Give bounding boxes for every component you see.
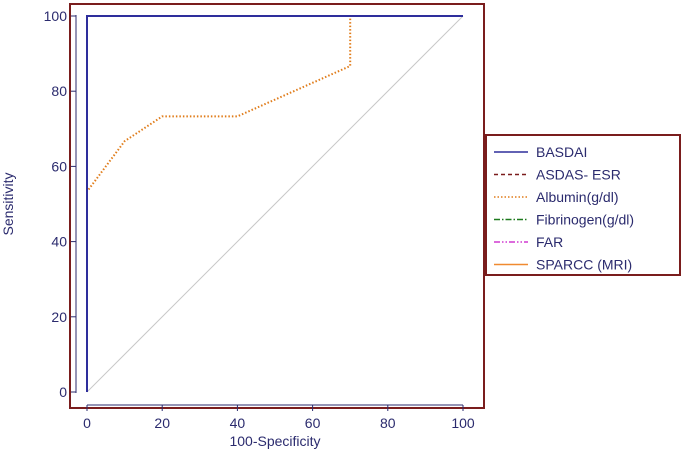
x-tick-label: 0 <box>83 415 91 431</box>
legend-item: FAR <box>494 234 563 250</box>
y-tick-label: 80 <box>51 83 67 99</box>
x-tick-label: 20 <box>154 415 170 431</box>
x-tick-label: 100 <box>451 415 475 431</box>
legend-item: Albumin(g/dl) <box>494 189 618 205</box>
x-axis-label: 100-Specificity <box>229 433 320 449</box>
legend-item: BASDAI <box>494 144 587 160</box>
reference-diagonal <box>86 15 464 393</box>
x-tick-label: 40 <box>230 415 246 431</box>
legend-item: Fibrinogen(g/dl) <box>494 212 634 228</box>
legend-label: FAR <box>536 234 563 250</box>
legend-item: SPARCC (MRI) <box>494 257 632 273</box>
x-tick-label: 80 <box>380 415 396 431</box>
legend-label: Fibrinogen(g/dl) <box>536 212 634 228</box>
y-ticks: 0 20 40 60 80 100 <box>44 8 76 400</box>
legend-label: ASDAS- ESR <box>536 167 621 183</box>
legend-label: SPARCC (MRI) <box>536 257 632 273</box>
legend: BASDAI ASDAS- ESR Albumin(g/dl) Fibrinogen(… <box>494 144 634 273</box>
series-line-albumin-g-dl <box>86 15 463 392</box>
x-ticks: 0 20 40 60 80 100 <box>83 405 475 431</box>
y-tick-label: 20 <box>51 309 67 325</box>
plot-frame <box>69 3 485 409</box>
y-tick-label: 100 <box>44 8 68 24</box>
legend-box <box>485 134 681 276</box>
y-axis-label: Sensitivity <box>0 172 16 235</box>
legend-label: Albumin(g/dl) <box>536 189 618 205</box>
legend-item: ASDAS- ESR <box>494 167 621 183</box>
legend-label: BASDAI <box>536 144 587 160</box>
series-line-basdai <box>86 15 463 392</box>
x-tick-label: 60 <box>305 415 321 431</box>
series-layer <box>86 15 463 392</box>
y-tick-label: 0 <box>59 384 67 400</box>
y-tick-label: 60 <box>51 158 67 174</box>
y-tick-label: 40 <box>51 234 67 250</box>
